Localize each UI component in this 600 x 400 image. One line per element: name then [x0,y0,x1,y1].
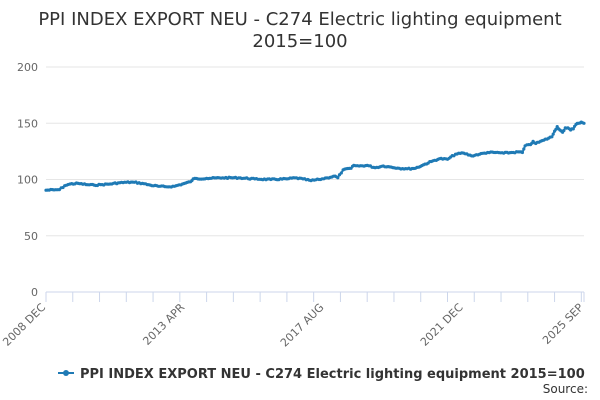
series-group [44,120,586,192]
x-tick-label: 2008 DEC [0,301,48,349]
legend[interactable]: PPI INDEX EXPORT NEU - C274 Electric lig… [58,367,585,382]
legend-marker-icon [63,370,69,376]
data-point [582,121,586,125]
data-point [339,171,343,175]
data-point [562,128,566,133]
x-tick-label: 2021 DEC [418,301,466,349]
y-tick-label: 150 [17,117,38,130]
y-axis-tick-labels: 0 50 100 150 200 [17,61,38,299]
data-point [522,147,526,151]
chart-title-line-1: PPI INDEX EXPORT NEU - C274 Electric lig… [38,9,561,30]
chart-title-line-2: 2015=100 [252,31,347,52]
data-point [520,150,525,155]
data-point [550,135,554,139]
x-tick-label: 2025 SEP [540,301,586,347]
x-tick-label: 2013 APR [140,301,187,348]
data-point [336,176,340,180]
data-point [551,132,555,136]
y-tick-label: 50 [24,230,38,243]
source-label: Source: [543,382,588,396]
y-tick-label: 100 [17,174,38,187]
x-axis-ticks: 2008 DEC 2013 APR 2017 AUG 2021 DEC 2025 SEP [0,292,586,349]
data-point [554,127,558,131]
y-gridlines [46,66,584,237]
legend-label[interactable]: PPI INDEX EXPORT NEU - C274 Electric lig… [80,367,585,382]
data-point [571,127,575,131]
data-point [555,125,559,129]
y-tick-label: 0 [31,286,38,299]
y-tick-label: 200 [17,61,38,74]
x-tick-label: 2017 AUG [278,301,327,350]
